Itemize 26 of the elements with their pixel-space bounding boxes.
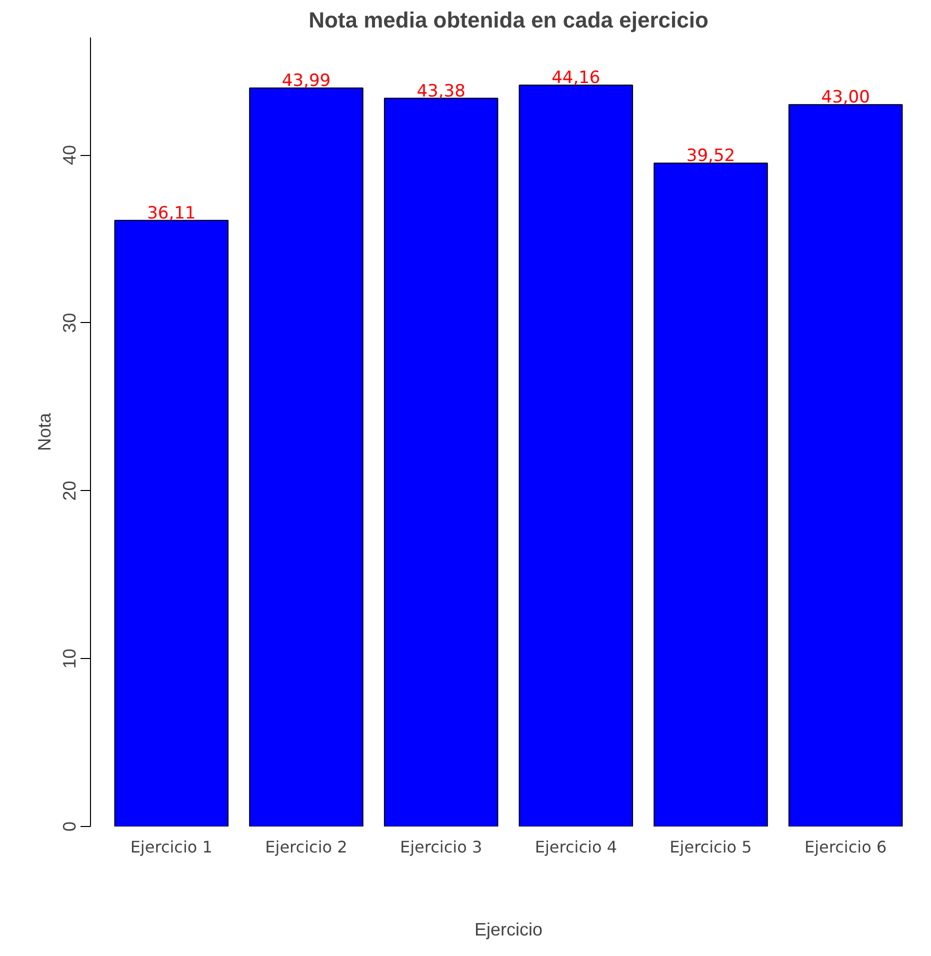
x-tick-label: Ejercicio 2 (265, 838, 348, 856)
x-tick-label: Ejercicio 5 (670, 838, 752, 856)
y-axis-title: Nota (34, 412, 54, 452)
x-tick-label: Ejercicio 3 (400, 838, 482, 856)
bar (249, 88, 364, 826)
bar (654, 162, 768, 826)
y-tick-label: 10 (60, 648, 80, 669)
chart-title: Nota media obtenida en cada ejercicio (308, 8, 708, 32)
y-tick-label: 40 (60, 144, 80, 166)
y-tick-label: 20 (60, 480, 80, 501)
data-label: 36,11 (147, 203, 196, 224)
x-tick-label: Ejercicio 1 (130, 838, 212, 856)
y-tick-label: 30 (60, 312, 80, 333)
data-label: 43,99 (282, 71, 331, 92)
x-axis-title: Ejercicio (474, 920, 543, 940)
x-tick-label: Ejercicio 4 (534, 838, 618, 856)
y-tick-label: 0 (60, 821, 80, 832)
data-label: 44,16 (552, 68, 600, 88)
bar (518, 84, 634, 826)
bar (114, 220, 229, 826)
x-tick-label: Ejercicio 6 (804, 838, 887, 856)
data-label: 43,00 (821, 88, 870, 108)
bar (384, 98, 498, 826)
bar (788, 104, 903, 826)
data-label: 43,38 (416, 81, 466, 102)
data-label: 39,52 (686, 146, 736, 166)
